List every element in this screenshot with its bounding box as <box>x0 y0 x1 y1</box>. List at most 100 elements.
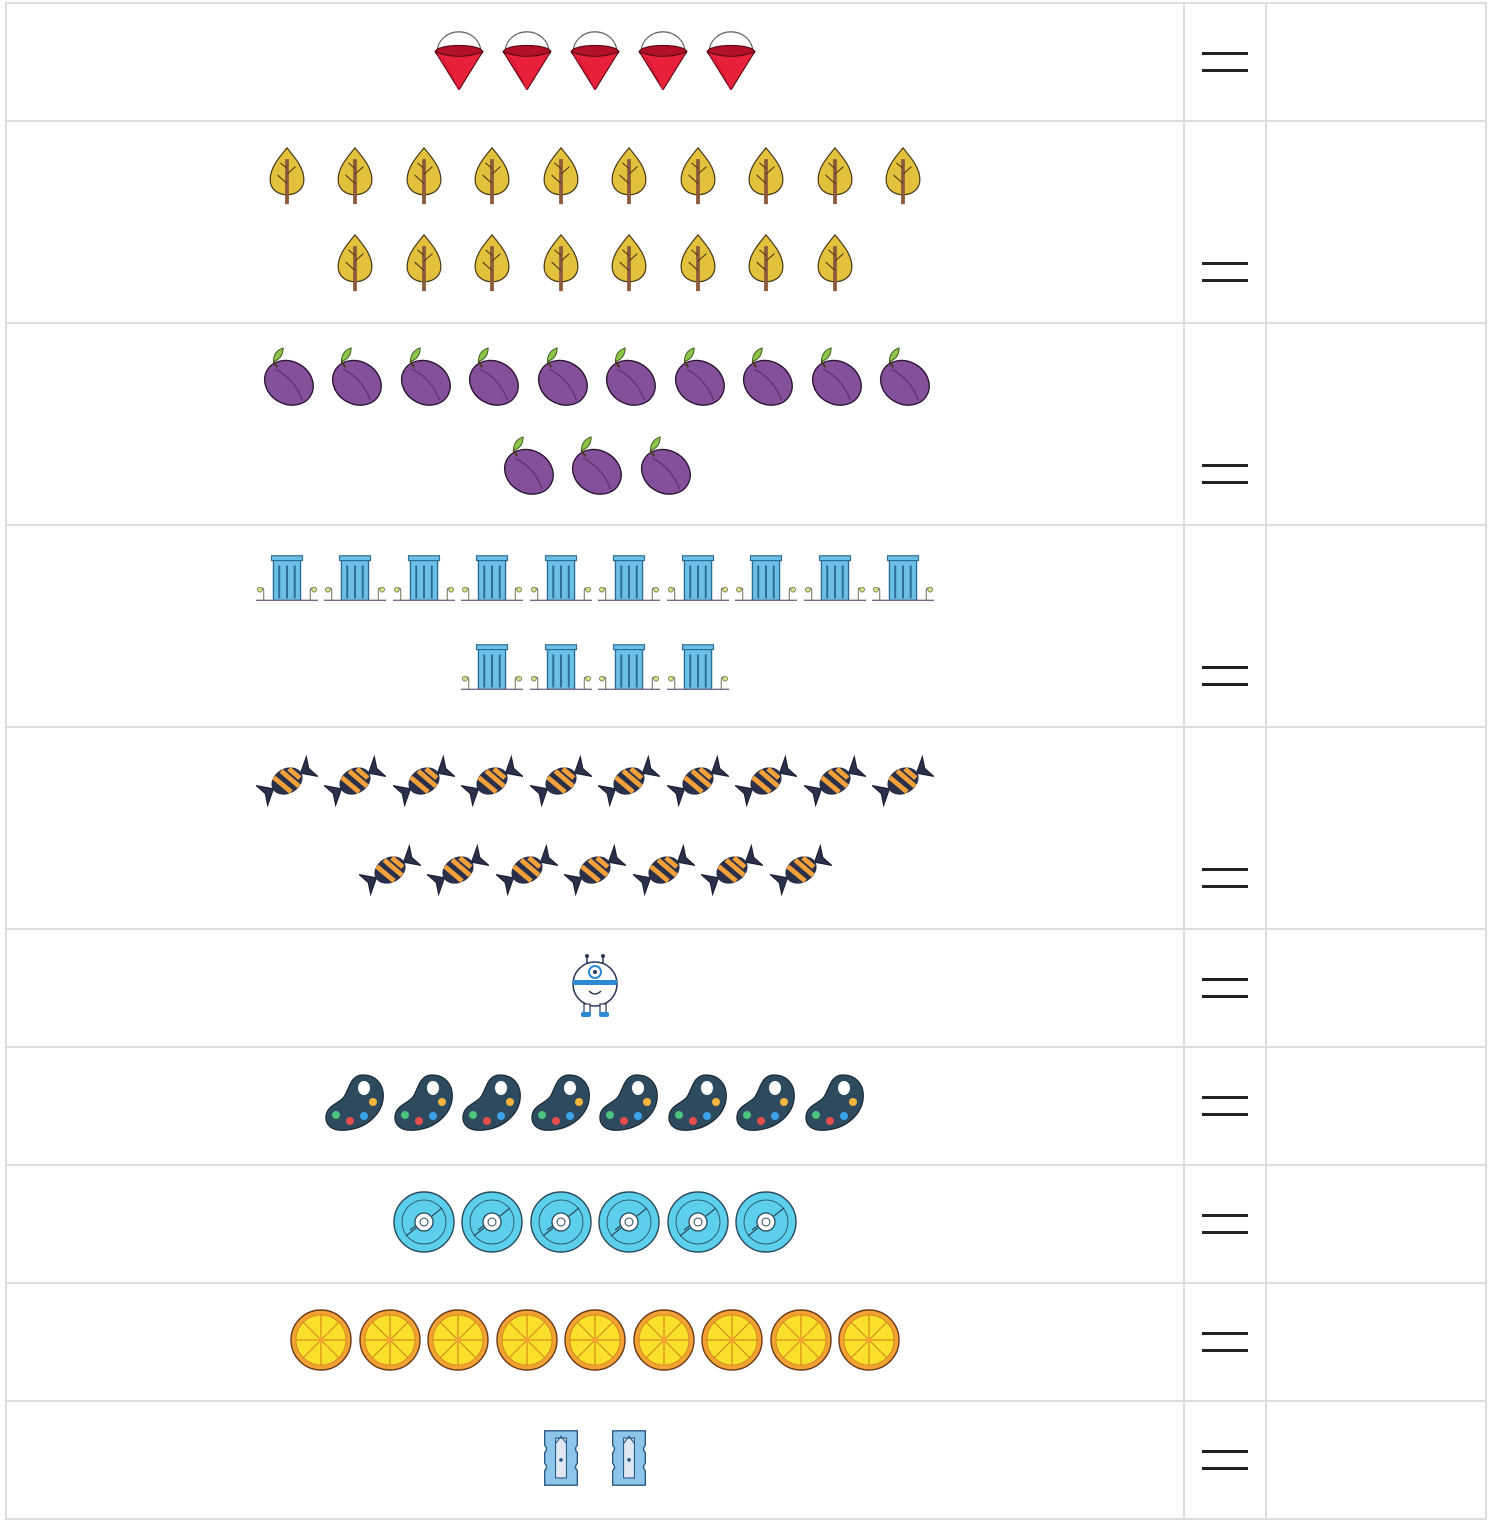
worksheet-row <box>5 1400 1487 1520</box>
orange-slice-icon <box>287 1308 356 1377</box>
tree-icon <box>732 233 801 298</box>
sharpener-icon <box>527 1429 596 1492</box>
tree-icon <box>869 146 938 211</box>
building-icon <box>253 548 322 615</box>
worksheet-row <box>5 524 1487 728</box>
cd-icon <box>664 1190 733 1259</box>
picture-cell <box>5 2 1185 122</box>
palette-icon <box>321 1072 390 1141</box>
icon-row <box>253 548 938 615</box>
palette-icon <box>732 1072 801 1141</box>
candy-icon <box>458 750 527 817</box>
candy-icon <box>253 750 322 817</box>
picture-cell <box>5 1164 1185 1284</box>
answer-box[interactable] <box>1265 1164 1487 1284</box>
icon-row <box>253 346 938 413</box>
answer-box[interactable] <box>1265 2 1487 122</box>
answer-box[interactable] <box>1265 524 1487 728</box>
picture-cell <box>5 524 1185 728</box>
answer-box[interactable] <box>1265 1282 1487 1402</box>
building-icon <box>390 548 459 615</box>
robot-icon <box>561 953 629 1023</box>
equals-sign <box>1202 977 1248 999</box>
worksheet-row <box>5 726 1487 930</box>
building-icon <box>664 548 733 615</box>
candy-icon <box>561 839 630 906</box>
candy-icon <box>595 750 664 817</box>
building-icon <box>595 637 664 704</box>
answer-box[interactable] <box>1265 1400 1487 1520</box>
palette-icon <box>664 1072 733 1141</box>
equals-cell <box>1183 120 1267 324</box>
palette-icon <box>595 1072 664 1141</box>
orange-slice-icon <box>561 1308 630 1377</box>
tree-icon <box>458 146 527 211</box>
answer-box[interactable] <box>1265 726 1487 930</box>
icon-row <box>321 1072 869 1141</box>
tree-icon <box>595 146 664 211</box>
equals-cell <box>1183 726 1267 930</box>
tree-icon <box>527 146 596 211</box>
worksheet-row <box>5 1164 1487 1284</box>
plum-icon <box>527 346 596 413</box>
building-icon <box>458 548 527 615</box>
picture-cell <box>5 1282 1185 1402</box>
equals-sign <box>1202 1095 1248 1117</box>
equals-sign <box>1202 464 1248 485</box>
candy-icon <box>321 750 390 817</box>
building-icon <box>527 637 596 704</box>
orange-slice-icon <box>835 1308 904 1377</box>
cd-icon <box>390 1190 459 1259</box>
equals-cell <box>1183 928 1267 1048</box>
equals-cell <box>1183 524 1267 728</box>
tree-icon <box>390 146 459 211</box>
answer-box[interactable] <box>1265 322 1487 526</box>
candy-icon <box>355 839 424 906</box>
equals-sign <box>1202 1331 1248 1353</box>
worksheet-row <box>5 322 1487 526</box>
tree-icon <box>458 233 527 298</box>
candy-icon <box>527 750 596 817</box>
tree-icon <box>595 233 664 298</box>
cd-icon <box>458 1190 527 1259</box>
equals-sign <box>1202 262 1248 283</box>
plum-icon <box>253 346 322 413</box>
tree-icon <box>801 146 870 211</box>
plum-icon <box>664 346 733 413</box>
candy-icon <box>492 839 561 906</box>
building-icon <box>801 548 870 615</box>
plum-icon <box>732 346 801 413</box>
worksheet-row <box>5 928 1487 1048</box>
plum-icon <box>629 435 698 502</box>
building-icon <box>458 637 527 704</box>
equals-cell <box>1183 322 1267 526</box>
answer-box[interactable] <box>1265 120 1487 324</box>
plum-icon <box>492 435 561 502</box>
worksheet-row <box>5 1282 1487 1402</box>
worksheet-row <box>5 2 1487 122</box>
picture-cell <box>5 322 1185 526</box>
orange-slice-icon <box>766 1308 835 1377</box>
plum-icon <box>561 435 630 502</box>
tree-icon <box>664 146 733 211</box>
answer-box[interactable] <box>1265 928 1487 1048</box>
icon-row <box>425 30 765 95</box>
candy-icon <box>766 839 835 906</box>
tree-icon <box>253 146 322 211</box>
equals-sign <box>1202 666 1248 687</box>
answer-box[interactable] <box>1265 1046 1487 1166</box>
building-icon <box>595 548 664 615</box>
bucket-icon <box>493 30 561 95</box>
plum-icon <box>321 346 390 413</box>
icon-row <box>390 1190 801 1259</box>
icon-row <box>527 1429 664 1492</box>
palette-icon <box>527 1072 596 1141</box>
equals-cell <box>1183 1400 1267 1520</box>
equals-sign <box>1202 51 1248 73</box>
building-icon <box>732 548 801 615</box>
building-icon <box>869 548 938 615</box>
equals-cell <box>1183 1046 1267 1166</box>
equals-cell <box>1183 1282 1267 1402</box>
candy-icon <box>732 750 801 817</box>
tree-icon <box>732 146 801 211</box>
